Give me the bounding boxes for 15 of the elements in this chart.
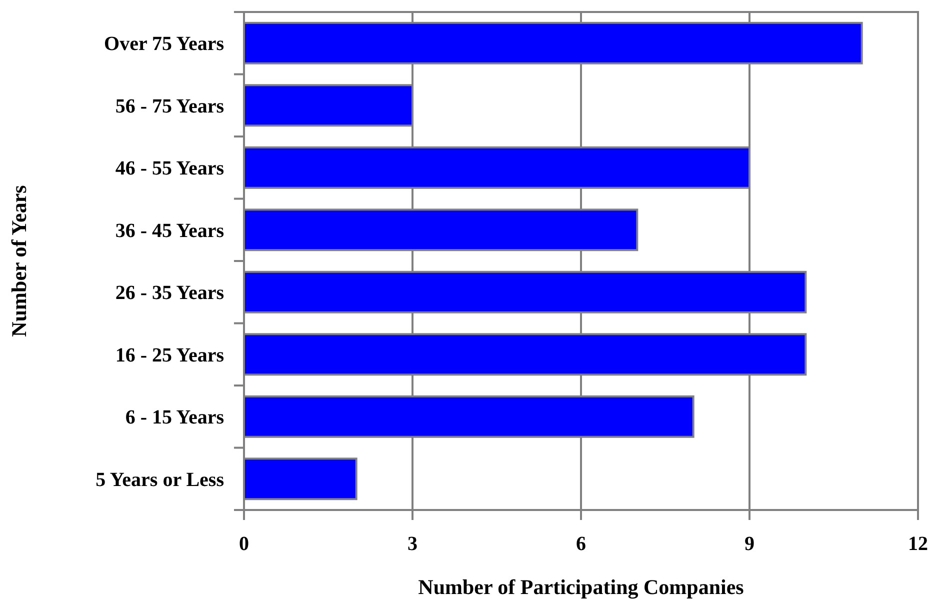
- x-tick-label: 9: [744, 533, 754, 555]
- x-tick-label: 6: [576, 533, 586, 555]
- y-tick-label: Over 75 Years: [104, 33, 224, 56]
- x-tick-label: 0: [239, 533, 249, 555]
- y-tick-label: 16 - 25 Years: [115, 344, 224, 366]
- y-tick-label: 6 - 15 Years: [125, 406, 224, 429]
- y-tick-label: 5 Years or Less: [96, 468, 224, 491]
- x-tick-label: 3: [408, 533, 418, 555]
- y-axis-title: Number of Years: [7, 185, 31, 337]
- x-tick-label: 12: [908, 533, 928, 555]
- x-axis-title: Number of Participating Companies: [418, 575, 744, 599]
- y-tick-label: 26 - 35 Years: [115, 282, 224, 304]
- y-tick-label: 36 - 45 Years: [115, 220, 224, 242]
- y-tick-label: 46 - 55 Years: [115, 158, 224, 180]
- y-tick-label: 56 - 75 Years: [115, 95, 224, 118]
